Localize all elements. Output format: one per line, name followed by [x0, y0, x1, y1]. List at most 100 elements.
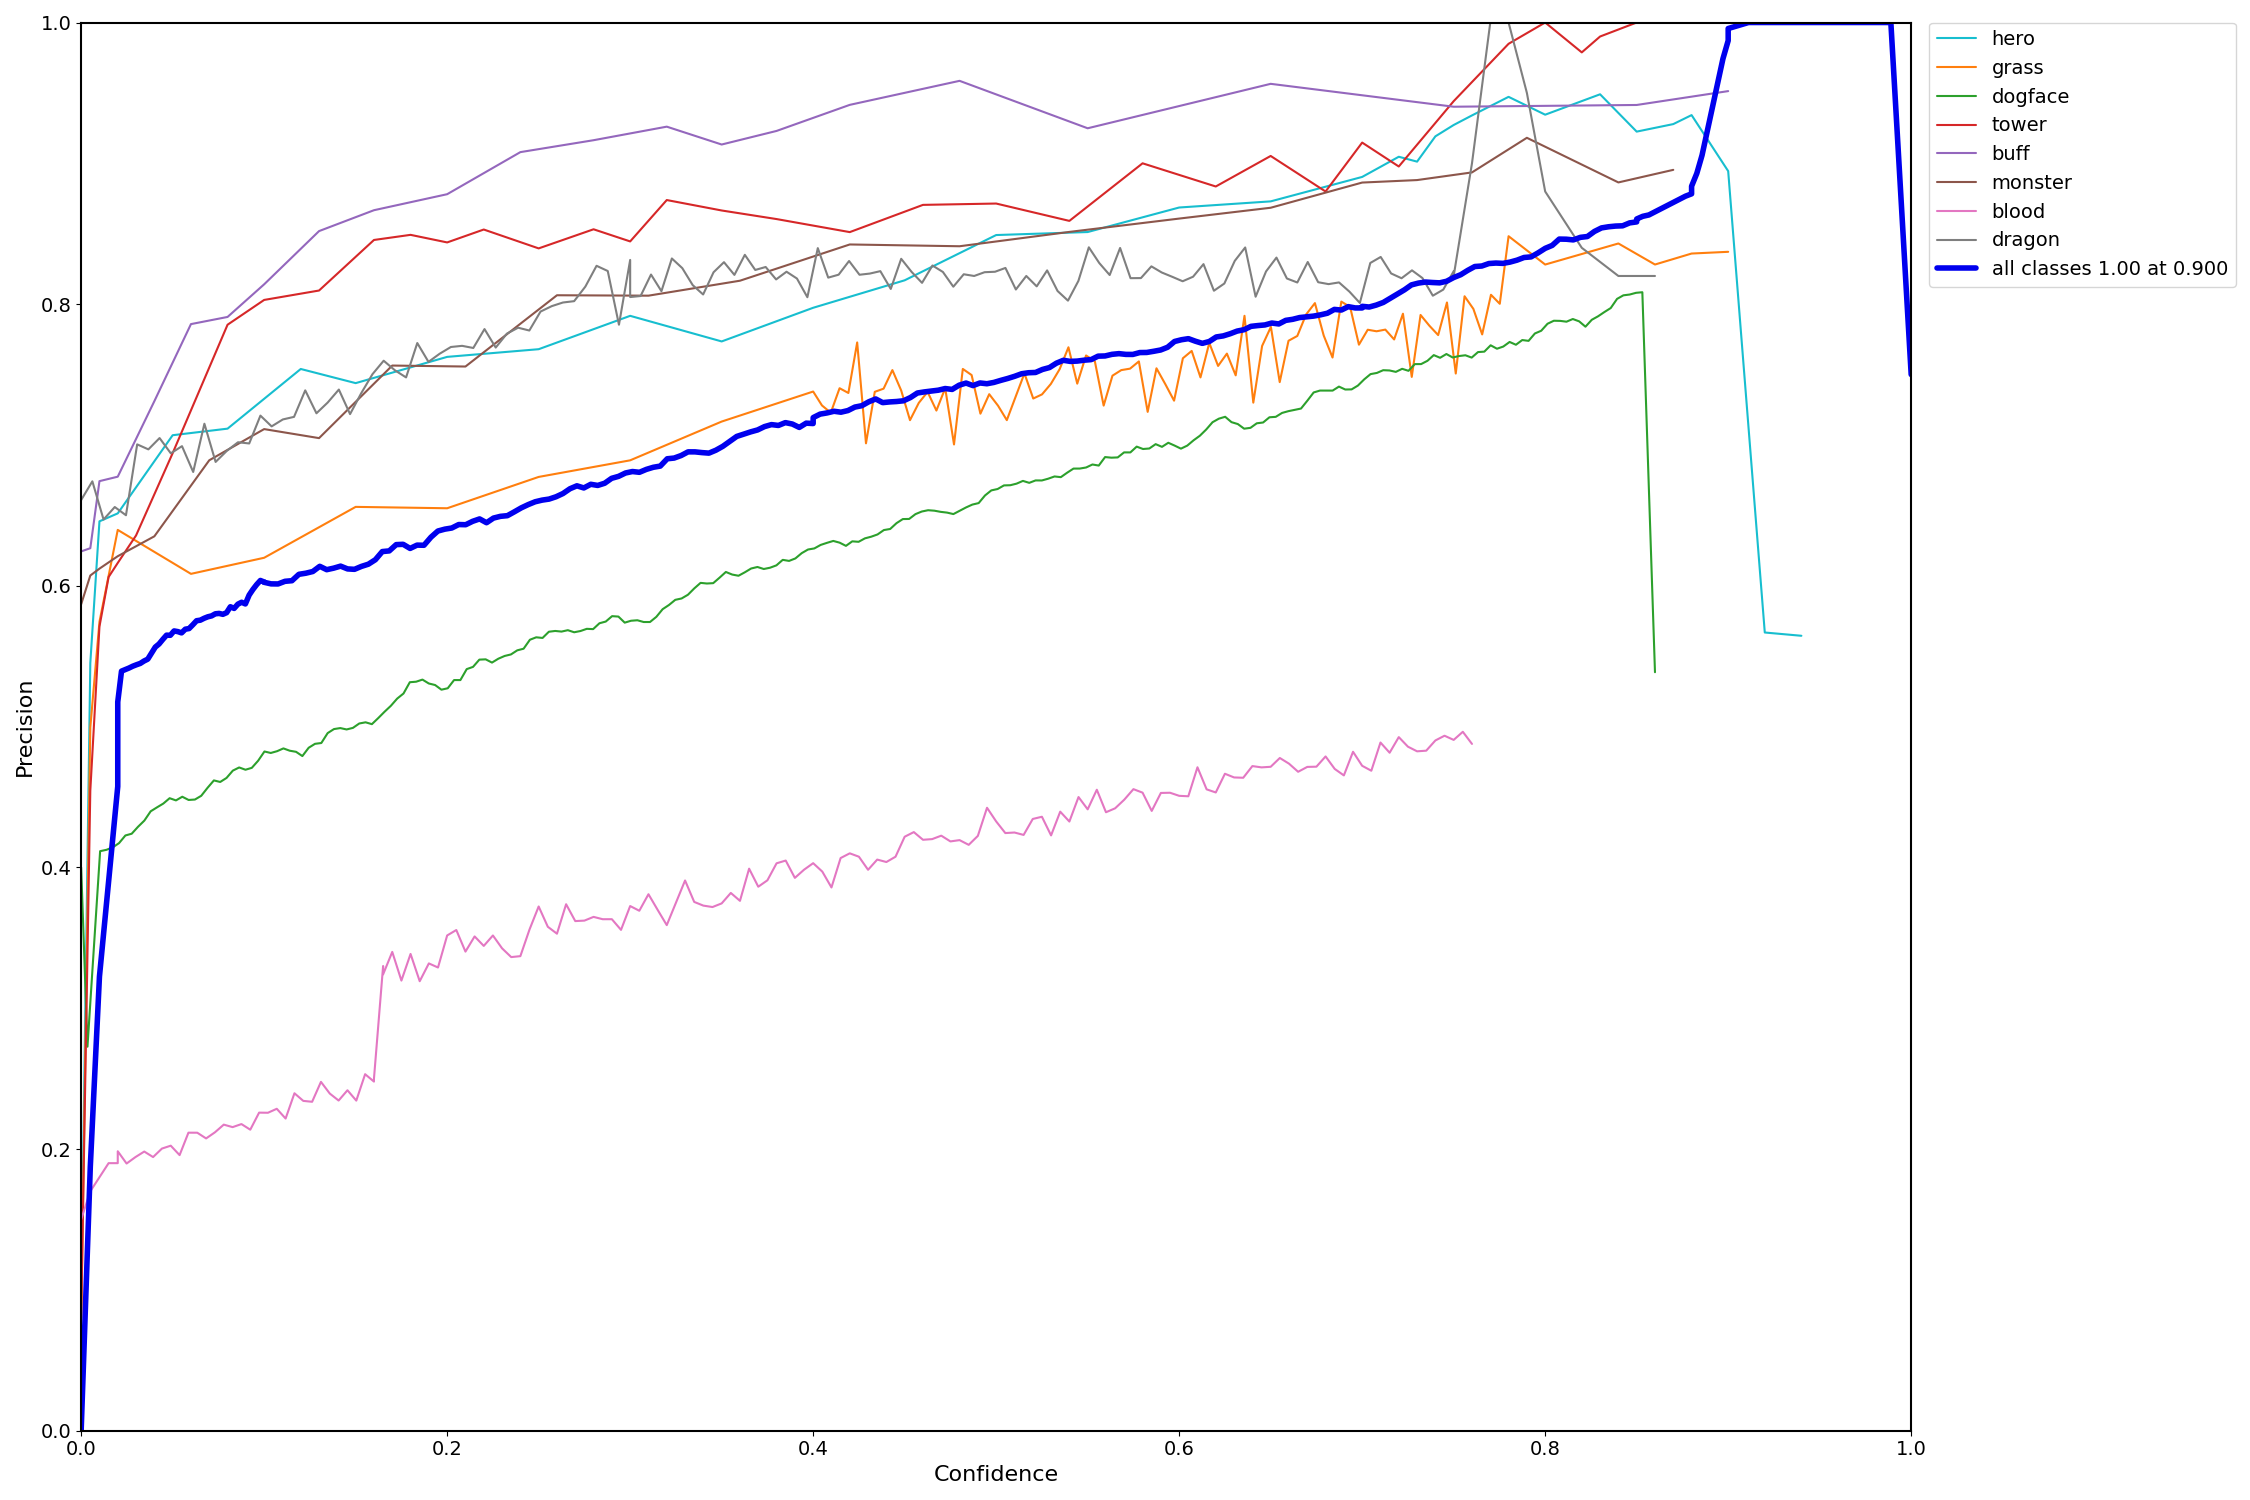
- Line: blood: blood: [81, 732, 1472, 1220]
- monster: [1166, 210, 1192, 228]
- hero: [342, 374, 369, 392]
- hero: [434, 348, 461, 366]
- hero: [891, 272, 918, 290]
- grass: [1469, 326, 1496, 344]
- buff: [1073, 120, 1100, 138]
- dogface: [68, 858, 94, 876]
- Line: dogface: dogface: [81, 292, 1656, 1047]
- monster: [378, 357, 405, 375]
- monster: [1604, 174, 1631, 192]
- blood: [562, 912, 590, 930]
- blood: [416, 954, 443, 972]
- dragon: [68, 490, 94, 508]
- hero: [616, 308, 643, 326]
- tower: [1055, 211, 1082, 230]
- hero: [1348, 168, 1375, 186]
- buff: [1258, 75, 1285, 93]
- buff: [104, 468, 130, 486]
- grass: [1152, 375, 1179, 393]
- hero: [709, 333, 736, 351]
- Line: grass: grass: [81, 236, 1728, 1324]
- hero: [1532, 105, 1559, 123]
- buff: [709, 135, 736, 153]
- tower: [434, 234, 461, 252]
- monster: [1348, 174, 1375, 192]
- blood: [104, 1143, 130, 1161]
- buff: [1622, 96, 1649, 114]
- tower: [104, 554, 130, 572]
- all classes 1.00 at 0.900: [1251, 316, 1278, 334]
- monster: [544, 286, 572, 304]
- grass: [1125, 352, 1152, 370]
- monster: [306, 429, 333, 447]
- tower: [1440, 92, 1467, 110]
- dogface: [1629, 284, 1656, 302]
- monster: [837, 236, 864, 254]
- monster: [1514, 129, 1541, 147]
- blood: [68, 1210, 94, 1228]
- all classes 1.00 at 0.900: [68, 1422, 94, 1440]
- tower: [524, 240, 551, 258]
- buff: [250, 276, 277, 294]
- grass: [940, 435, 968, 453]
- hero: [1714, 162, 1742, 180]
- monster: [68, 596, 94, 613]
- dragon: [826, 266, 853, 284]
- tower: [94, 568, 122, 586]
- tower: [86, 618, 112, 636]
- all classes 1.00 at 0.900: [1217, 326, 1244, 344]
- tower: [983, 195, 1010, 213]
- all classes 1.00 at 0.900: [1688, 147, 1714, 165]
- hero: [1458, 106, 1485, 124]
- dogface: [724, 567, 752, 585]
- hero: [86, 513, 112, 531]
- dragon: [90, 510, 117, 528]
- Line: all classes 1.00 at 0.900: all classes 1.00 at 0.900: [81, 22, 1910, 1431]
- tower: [1622, 13, 1649, 32]
- monster: [1258, 200, 1285, 217]
- hero: [983, 226, 1010, 244]
- blood: [1184, 759, 1210, 777]
- tower: [763, 210, 790, 228]
- all classes 1.00 at 0.900: [1629, 207, 1656, 225]
- tower: [1386, 158, 1413, 176]
- grass: [1064, 375, 1091, 393]
- hero: [1166, 198, 1192, 216]
- buff: [1440, 98, 1467, 116]
- dragon: [135, 441, 162, 459]
- blood: [855, 861, 882, 879]
- dragon: [169, 436, 196, 454]
- monster: [1055, 224, 1082, 242]
- tower: [709, 201, 736, 219]
- buff: [68, 543, 94, 561]
- grass: [817, 404, 844, 422]
- blood: [1458, 735, 1485, 753]
- hero: [160, 426, 187, 444]
- monster: [1404, 171, 1431, 189]
- tower: [580, 220, 608, 238]
- buff: [1714, 82, 1742, 100]
- hero: [214, 420, 241, 438]
- all classes 1.00 at 0.900: [214, 603, 241, 621]
- buff: [506, 142, 533, 160]
- hero: [1440, 116, 1467, 134]
- grass: [1714, 243, 1742, 261]
- hero: [799, 298, 826, 316]
- buff: [763, 122, 790, 140]
- tower: [1130, 154, 1156, 172]
- monster: [452, 357, 479, 375]
- dragon: [360, 364, 387, 382]
- buff: [945, 72, 972, 90]
- tower: [1258, 147, 1285, 165]
- buff: [837, 96, 864, 114]
- hero: [1678, 106, 1706, 124]
- tower: [1532, 13, 1559, 32]
- tower: [470, 220, 497, 238]
- tower: [160, 444, 187, 462]
- monster: [634, 286, 661, 304]
- dragon: [236, 435, 263, 453]
- monster: [104, 548, 130, 566]
- hero: [1422, 128, 1449, 146]
- blood: [1449, 723, 1476, 741]
- buff: [306, 222, 333, 240]
